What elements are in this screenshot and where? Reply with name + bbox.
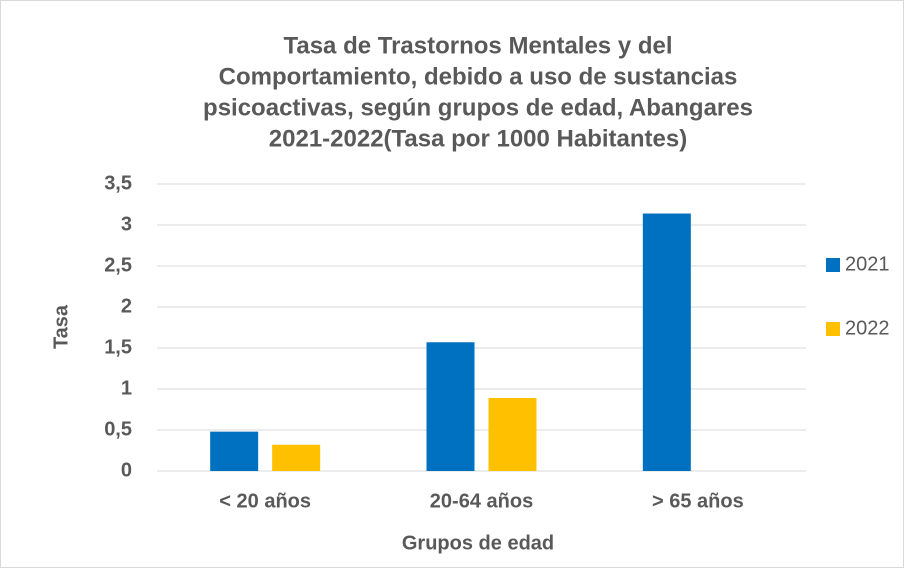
x-tick-label: 20-64 años <box>430 490 533 512</box>
chart-title: 2021-2022(Tasa por 1000 Habitantes) <box>269 125 687 152</box>
y-tick-label: 2 <box>121 295 132 317</box>
x-axis-label: Grupos de edad <box>402 532 554 554</box>
y-tick-label: 1,5 <box>104 336 132 358</box>
y-tick-label: 3,5 <box>104 172 132 194</box>
y-tick-label: 0 <box>121 459 132 481</box>
bar <box>426 342 475 471</box>
bar <box>488 398 537 471</box>
x-tick-label: < 20 años <box>219 490 311 512</box>
chart-title: Comportamiento, debido a uso de sustanci… <box>219 63 738 90</box>
y-tick-label: 2,5 <box>104 254 132 276</box>
y-axis-label: Tasa <box>50 304 72 349</box>
y-tick-label: 3 <box>121 213 132 235</box>
chart-title: psicoactivas, según grupos de edad, Aban… <box>203 94 753 121</box>
x-tick-label: > 65 años <box>652 490 744 512</box>
legend-swatch <box>826 322 840 336</box>
legend-label: 2021 <box>845 253 890 275</box>
legend-swatch <box>826 258 840 272</box>
bar <box>272 444 321 471</box>
bar <box>642 213 691 471</box>
bar <box>210 431 259 471</box>
y-tick-label: 1 <box>121 377 132 399</box>
legend-label: 2022 <box>845 317 890 339</box>
chart-title: Tasa de Trastornos Mentales y del <box>283 32 672 59</box>
y-tick-label: 0,5 <box>104 418 132 440</box>
